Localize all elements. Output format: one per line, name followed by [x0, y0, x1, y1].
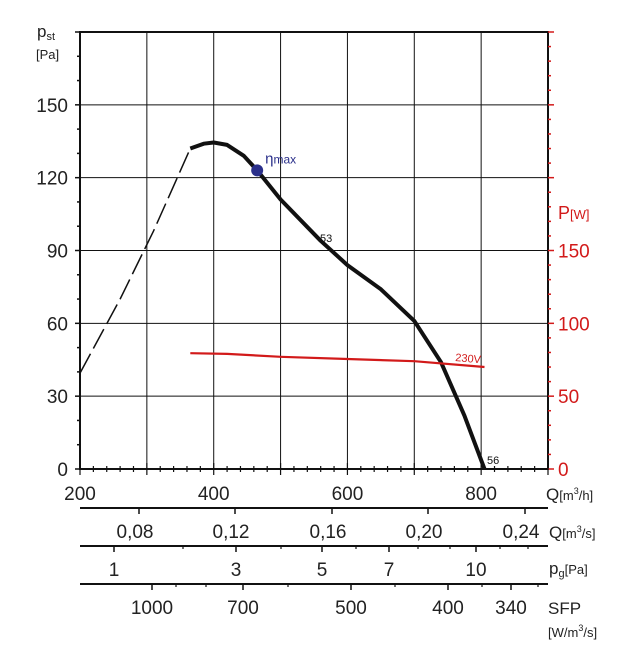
- eta-max-label: ηmax: [265, 150, 296, 167]
- y-tick-label: 150: [36, 96, 68, 117]
- sfp-label: SFP: [548, 599, 581, 618]
- y2-tick-label: 150: [558, 242, 590, 263]
- secondary-scales: 0,08 0,12 0,16 0,20 0,24 1 3 5 7 10 1000 700 500 400 3…: [80, 507, 548, 619]
- pressure-curve-dashed: [79, 148, 191, 374]
- y2-tick-label: 100: [558, 314, 590, 335]
- grid: [79, 31, 549, 470]
- y-axis-unit: [Pa]: [36, 47, 59, 62]
- y2-tick-label: 50: [558, 387, 579, 408]
- x-tick-label: 800: [465, 484, 497, 505]
- x-axis-label: Q[m3/h]: [546, 485, 593, 504]
- pg-tick-label: 1: [109, 560, 120, 581]
- curve-end-label-56: 56: [487, 455, 499, 467]
- y-tick-label: 60: [47, 314, 68, 335]
- q-m3s-tick-label: 0,12: [213, 522, 250, 543]
- pg-label: pg[Pa]: [549, 559, 588, 580]
- y2-axis-label: P[W]: [558, 203, 590, 223]
- q-m3s-tick-label: 0,08: [117, 522, 154, 543]
- sfp-tick-label: 340: [495, 598, 527, 619]
- y-tick-label: 30: [47, 387, 68, 408]
- power-label-230v: 230V: [455, 352, 482, 366]
- curve-label-53: 53: [320, 233, 332, 245]
- q-m3s-tick-label: 0,16: [310, 522, 347, 543]
- sfp-unit: [W/m3/s]: [548, 623, 597, 640]
- pressure-curve: [189, 140, 487, 470]
- sfp-tick-label: 400: [432, 598, 464, 619]
- y-tick-label: 120: [36, 169, 68, 190]
- x-tick-label: 200: [64, 484, 96, 505]
- x-tick-label: 600: [332, 484, 364, 505]
- pg-tick-label: 10: [465, 560, 486, 581]
- y-axis-label: pst: [37, 22, 55, 43]
- q-m3s-label: Q[m3/s]: [549, 523, 595, 542]
- pg-tick-label: 7: [384, 560, 395, 581]
- sfp-tick-label: 700: [227, 598, 259, 619]
- power-curve: [190, 352, 485, 369]
- q-m3s-tick-label: 0,24: [503, 522, 540, 543]
- pg-tick-label: 5: [317, 560, 328, 581]
- pg-tick-label: 3: [231, 560, 242, 581]
- y-tick-label: 90: [47, 242, 68, 263]
- axes: 0 30 60 90 120 150 0 50 100 150 200 400 600 800: [36, 31, 590, 505]
- eta-max-point: [251, 164, 264, 177]
- x-tick-label: 400: [198, 484, 230, 505]
- sfp-tick-label: 500: [335, 598, 367, 619]
- y2-tick-label: 0: [558, 460, 569, 481]
- q-m3s-tick-label: 0,20: [406, 522, 443, 543]
- sfp-tick-label: 1000: [131, 598, 173, 619]
- y-tick-label: 0: [57, 460, 68, 481]
- curves: [79, 140, 487, 470]
